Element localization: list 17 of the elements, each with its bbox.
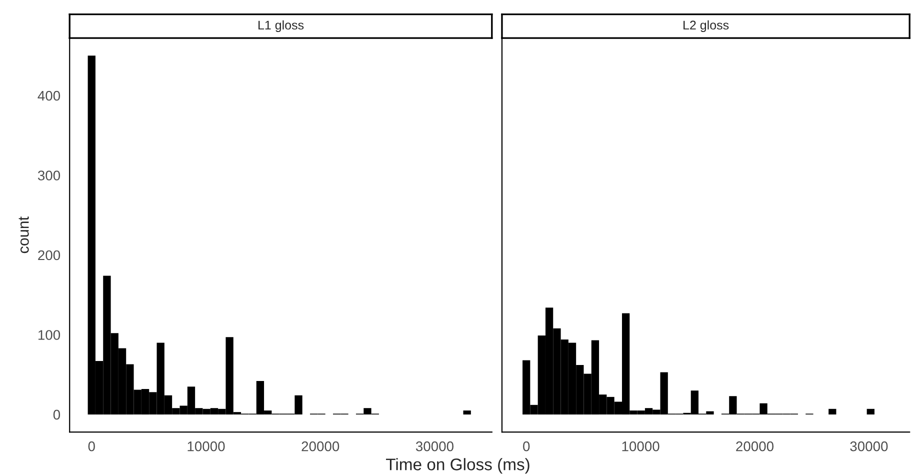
y-axis-title: count [18,216,29,254]
x-tick-label: 20000 [736,441,774,452]
y-tick-label: 200 [38,250,60,260]
x-tick-label: 20000 [302,441,340,452]
x-axis-title: Time on Gloss (ms) [386,458,530,474]
x-tick-label: 30000 [850,441,888,452]
chart-title: L1 gloss [258,20,304,32]
x-tick-label: 0 [88,441,95,452]
x-tick-label: 0 [523,441,530,452]
chart-title: L2 gloss [684,20,729,32]
y-tick-label: 0 [53,410,60,420]
y-tick-label: 400 [38,90,60,101]
x-tick-label: 30000 [416,441,454,452]
x-tick-label: 10000 [188,441,225,452]
x-tick-label: 10000 [622,441,660,452]
y-tick-label: 100 [38,330,60,340]
y-tick-label: 300 [38,170,60,180]
